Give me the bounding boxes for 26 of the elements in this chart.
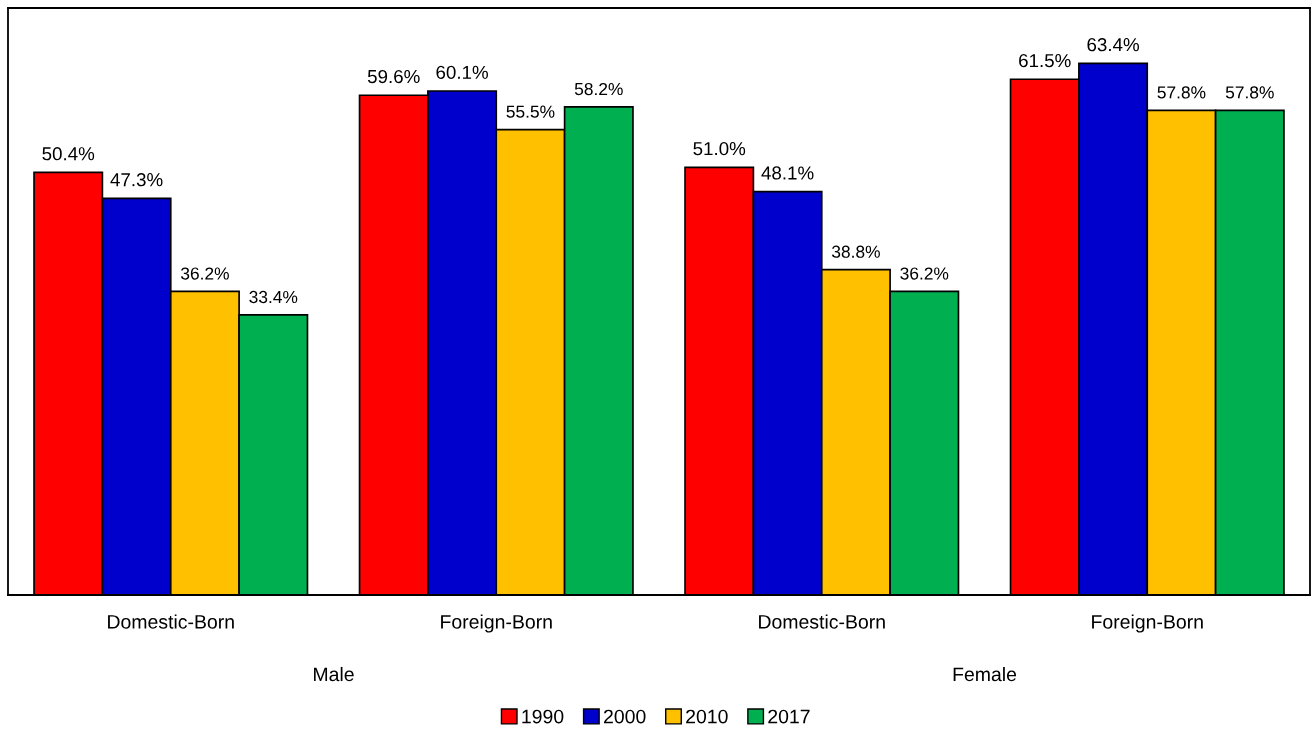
data-label: 36.2% [900,267,949,280]
x-tick-label: Domestic-Born [759,614,885,629]
x-tick-label: Foreign-Born [441,614,552,633]
data-label: 57.8% [1157,86,1206,99]
legend-label: 1990 [522,709,564,724]
text: Female [953,666,1017,682]
data-label: 36.2% [180,267,229,280]
x-tick-label: Foreign-Born [1092,614,1203,633]
data-label: 50.4% [42,147,95,161]
text: Male [314,666,354,682]
data-label: 63.4% [1087,38,1139,52]
data-label: 61.5% [1019,53,1071,68]
x-tick-label: Domestic-Born [108,614,234,629]
data-label: 51.0% [693,142,746,156]
data-label: 47.3% [110,173,163,187]
data-label: 48.1% [761,166,814,180]
legend-label: 2017 [768,709,810,724]
data-label: 59.6% [367,69,420,84]
data-label: 38.8% [831,245,880,258]
data-label: 33.4% [249,290,298,304]
data-label: 58.2% [574,82,623,96]
data-label: 55.5% [506,105,555,118]
legend-label: 2000 [604,709,646,724]
data-label: 60.1% [436,65,488,79]
data-label: 57.8% [1225,86,1274,99]
legend-label: 2010 [686,709,728,724]
